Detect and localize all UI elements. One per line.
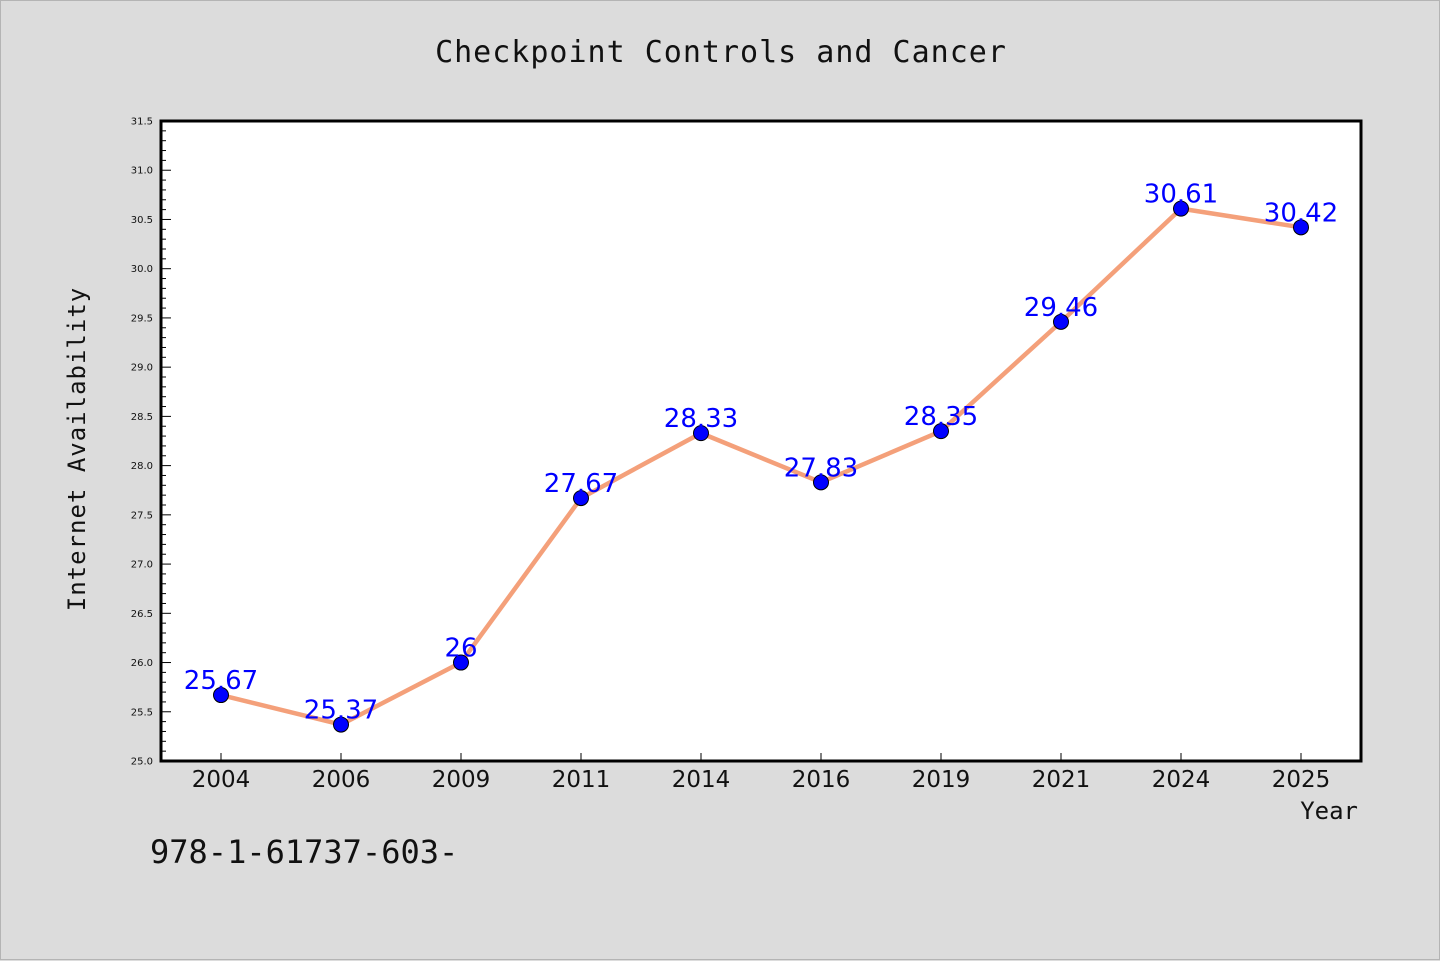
data-point: [573, 490, 589, 507]
y-tick-label: 26.5: [131, 609, 153, 620]
chart-title: Checkpoint Controls and Cancer: [435, 35, 1007, 70]
data-point: [933, 423, 949, 440]
y-tick-label: 27.5: [131, 510, 153, 521]
y-tick-label: 25.0: [131, 757, 153, 768]
x-tick-label: 2011: [552, 767, 611, 793]
y-tick-label: 30.5: [131, 215, 153, 226]
x-tick-label: 2024: [1152, 767, 1211, 793]
y-tick-label: 25.5: [131, 707, 153, 718]
x-tick-label: 2025: [1272, 767, 1331, 793]
x-tick-label: 2019: [912, 767, 971, 793]
data-point: [1293, 219, 1309, 236]
y-tick-label: 29.5: [131, 313, 153, 324]
y-tick-label: 26.0: [131, 658, 153, 669]
y-tick-label: 29.0: [131, 363, 153, 374]
y-tick-label: 28.5: [131, 412, 153, 423]
data-label: 28.33: [664, 404, 738, 434]
data-point: [1053, 313, 1069, 330]
x-tick-label: 2004: [192, 767, 251, 793]
data-label: 26: [444, 634, 477, 664]
series-line: [218, 206, 1304, 727]
x-tick-label: 2014: [672, 767, 731, 793]
data-label: 27.83: [784, 453, 858, 483]
data-label: 28.35: [904, 402, 978, 432]
plot-area: [159, 119, 1363, 763]
y-tick-label: 28.0: [131, 461, 153, 472]
x-tick-label: 2006: [312, 767, 371, 793]
data-label: 27.67: [544, 469, 618, 499]
y-tick-label: 31.5: [131, 117, 153, 128]
y-tick-label: 27.0: [131, 560, 153, 571]
y-tick-label: 31.0: [131, 166, 153, 177]
data-label: 25.67: [184, 666, 258, 696]
x-tick-label: 2021: [1032, 767, 1091, 793]
x-tick-label: 2009: [432, 767, 491, 793]
data-label: 29.46: [1024, 293, 1098, 323]
data-label: 30.42: [1264, 198, 1338, 228]
data-point: [333, 716, 349, 733]
data-point: [453, 654, 469, 671]
data-point: [813, 474, 829, 491]
data-label: 30.61: [1144, 180, 1218, 210]
x-axis-label: Year: [1300, 797, 1358, 825]
y-tick-label: 30.0: [131, 264, 153, 275]
data-point: [1173, 200, 1189, 217]
data-point: [693, 425, 709, 442]
data-point: [213, 687, 229, 704]
x-tick-label: 2016: [792, 767, 851, 793]
data-label: 25.37: [304, 696, 378, 726]
footer-code: 978-1-61737-603-: [150, 833, 459, 871]
